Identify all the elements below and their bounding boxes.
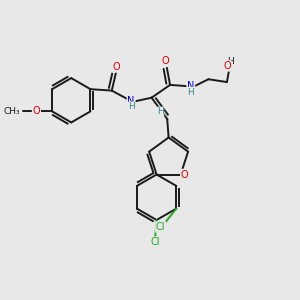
Text: N: N (187, 81, 194, 91)
Text: O: O (223, 61, 231, 71)
Text: Cl: Cl (150, 237, 160, 247)
Text: H: H (227, 57, 234, 66)
Text: O: O (33, 106, 40, 116)
Text: O: O (181, 169, 188, 179)
Text: Cl: Cl (156, 222, 165, 232)
Text: N: N (128, 96, 135, 106)
Text: H: H (157, 107, 164, 116)
Text: CH₃: CH₃ (3, 107, 20, 116)
Text: O: O (161, 56, 169, 66)
Text: H: H (188, 88, 194, 97)
Text: H: H (128, 102, 134, 111)
Text: O: O (112, 62, 120, 72)
